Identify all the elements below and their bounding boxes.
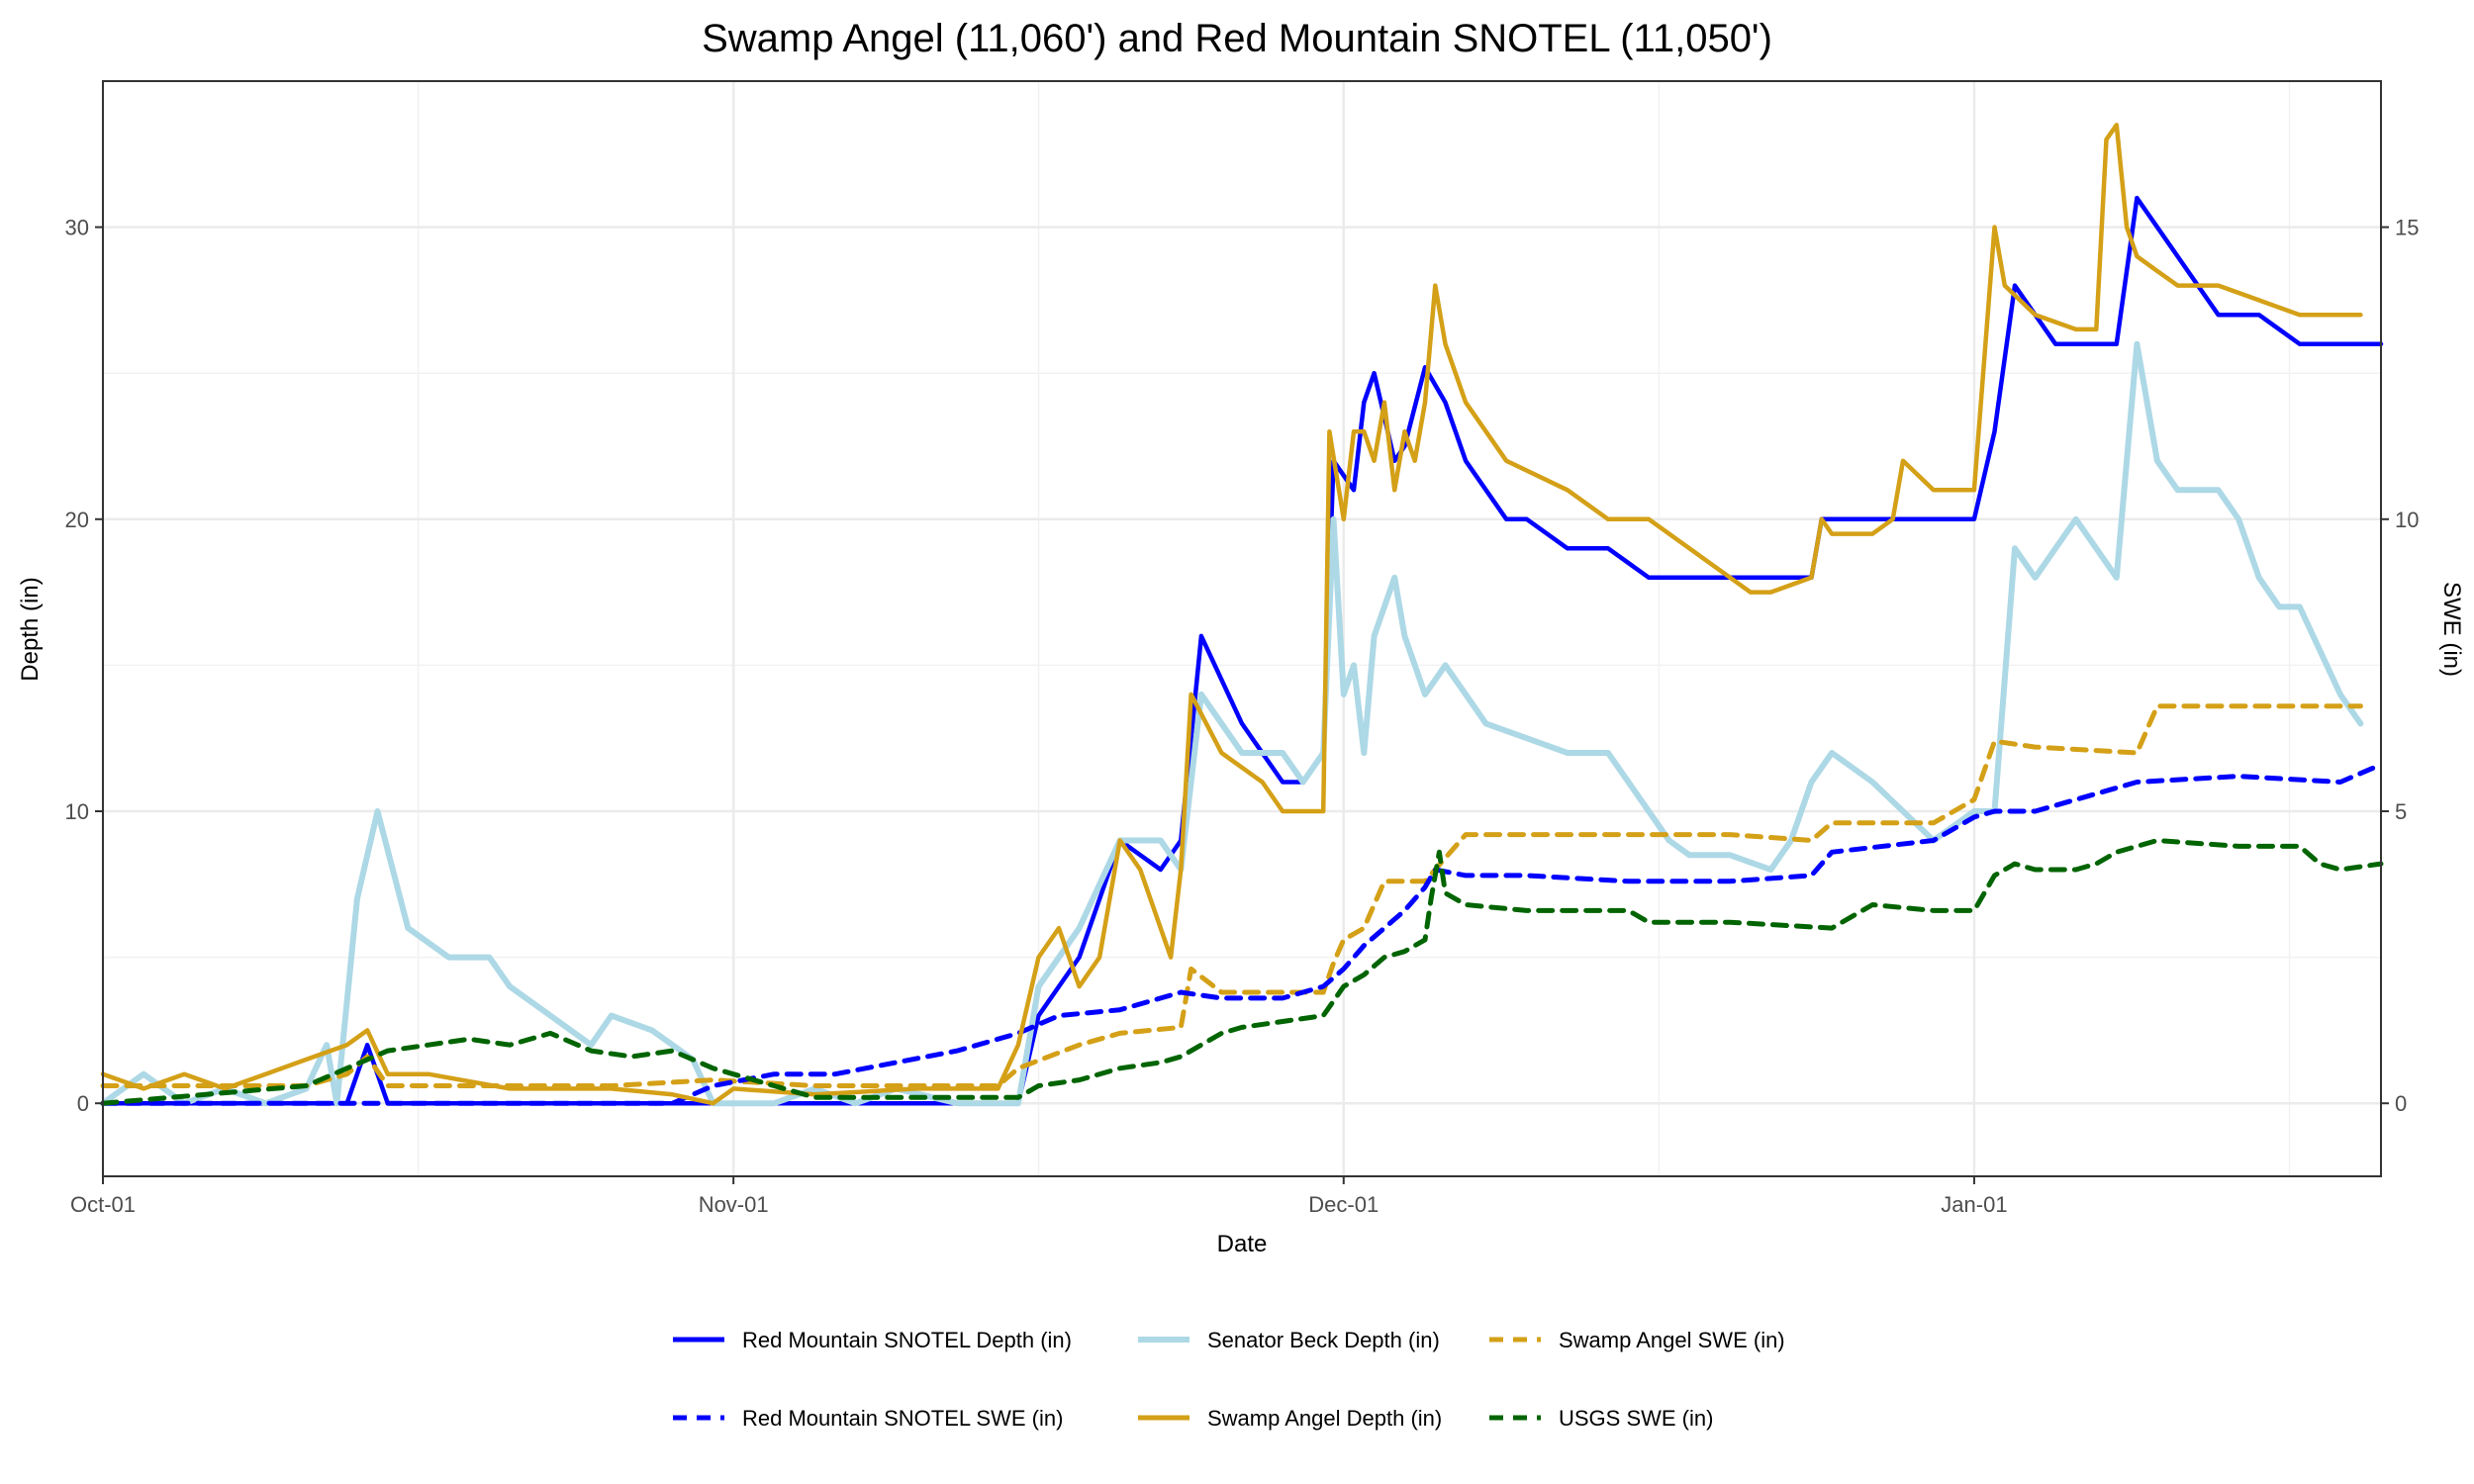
- y-left-axis: 0 10 20 30: [65, 216, 103, 1116]
- y-right-axis-title: SWE (in): [2438, 582, 2465, 677]
- y-right-tick-label: 10: [2395, 508, 2419, 532]
- legend-label: Senator Beck Depth (in): [1207, 1328, 1440, 1352]
- legend: Red Mountain SNOTEL Depth (in) Senator Be…: [673, 1328, 1785, 1431]
- grid-layer: [101, 80, 2381, 1176]
- legend-item-5: Swamp Angel Depth (in): [1138, 1406, 1442, 1431]
- plot-frame: [102, 80, 2382, 1177]
- x-axis-title: Date: [1217, 1231, 1268, 1257]
- legend-item-2: Senator Beck Depth (in): [1138, 1328, 1440, 1352]
- legend-label: USGS SWE (in): [1559, 1406, 1713, 1431]
- x-tick-label: Nov-01: [699, 1192, 769, 1217]
- legend-item-6: USGS SWE (in): [1489, 1406, 1713, 1431]
- y-left-axis-title: Depth (in): [17, 577, 44, 681]
- series-layer: [100, 123, 2384, 1107]
- series-line-5: [100, 123, 2363, 1106]
- y-right-axis: 0 5 10 15: [2381, 216, 2419, 1116]
- series-line-3: [100, 703, 2363, 1088]
- y-right-tick-label: 15: [2395, 216, 2419, 240]
- y-right-tick-label: 5: [2395, 799, 2407, 824]
- legend-item-3: Swamp Angel SWE (in): [1489, 1328, 1785, 1352]
- x-axis: Oct-01 Nov-01 Dec-01 Jan-01: [70, 1176, 2008, 1217]
- series-line-6: [100, 838, 2384, 1106]
- legend-label: Red Mountain SNOTEL SWE (in): [742, 1406, 1063, 1431]
- legend-item-1: Red Mountain SNOTEL Depth (in): [673, 1328, 1072, 1352]
- y-left-tick-label: 10: [65, 799, 89, 824]
- x-tick-label: Jan-01: [1941, 1192, 2007, 1217]
- x-tick-label: Dec-01: [1308, 1192, 1379, 1217]
- y-right-tick-label: 0: [2395, 1091, 2407, 1116]
- legend-label: Swamp Angel SWE (in): [1559, 1328, 1785, 1352]
- plot-background: [103, 81, 2381, 1176]
- series-line-4: [100, 762, 2384, 1106]
- chart-title: Swamp Angel (11,060') and Red Mountain S…: [702, 17, 1772, 60]
- y-left-tick-label: 30: [65, 216, 89, 240]
- y-left-tick-label: 20: [65, 508, 89, 532]
- legend-label: Swamp Angel Depth (in): [1207, 1406, 1442, 1431]
- series-line-2: [100, 340, 2364, 1107]
- x-tick-label: Oct-01: [70, 1192, 136, 1217]
- legend-label: Red Mountain SNOTEL Depth (in): [742, 1328, 1072, 1352]
- legend-item-4: Red Mountain SNOTEL SWE (in): [673, 1406, 1063, 1431]
- y-left-tick-label: 0: [77, 1091, 89, 1116]
